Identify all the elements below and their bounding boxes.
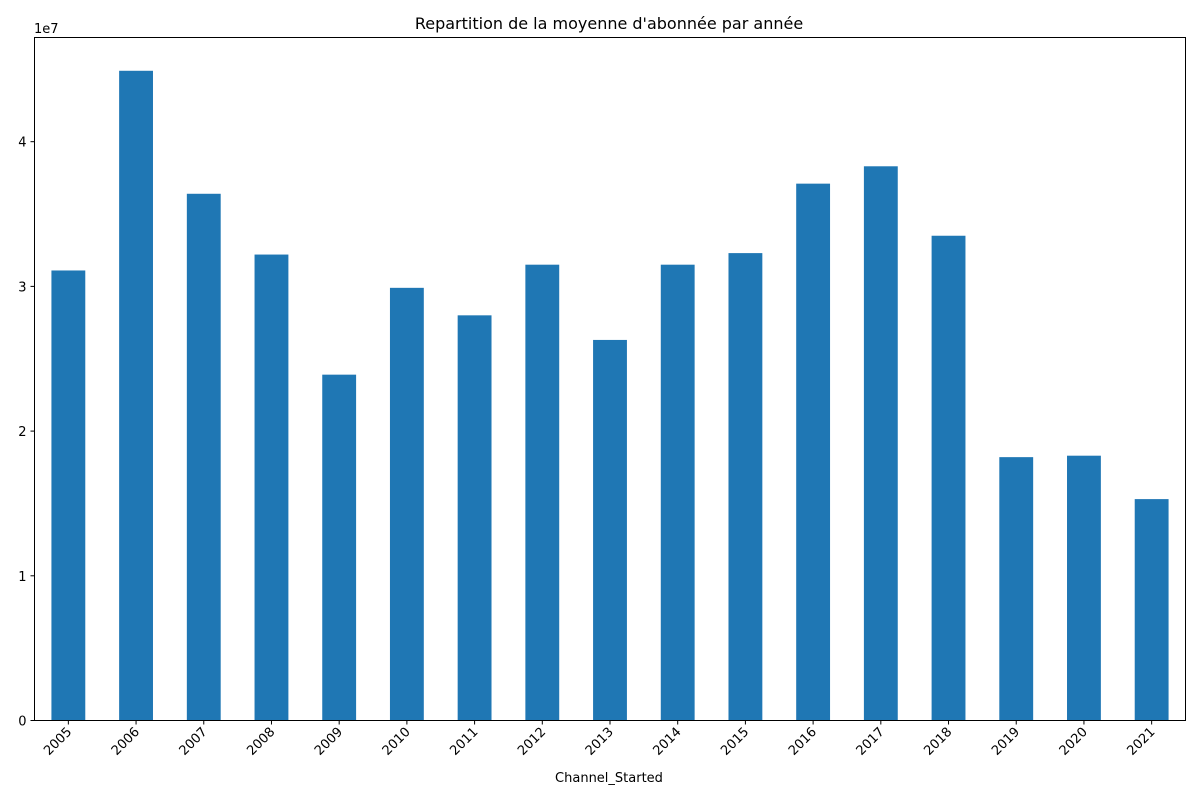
y-tick-label-1: 1 xyxy=(18,570,26,585)
y-axis-offset-label: 1e7 xyxy=(34,22,59,37)
bar-2011 xyxy=(457,315,492,721)
x-tick-label-2018: 2018 xyxy=(921,725,955,759)
x-axis-label: Channel_Started xyxy=(555,771,663,786)
x-tick-label-2017: 2017 xyxy=(854,725,888,759)
x-tick-label-2005: 2005 xyxy=(41,725,75,759)
x-tick-label-2014: 2014 xyxy=(651,725,685,759)
y-tick-label-0: 0 xyxy=(18,715,26,730)
x-tick-label-2016: 2016 xyxy=(786,725,820,759)
bar-2009 xyxy=(322,374,357,721)
x-tick-label-2009: 2009 xyxy=(312,725,346,759)
x-tick-label-2008: 2008 xyxy=(244,725,278,759)
bar-2015 xyxy=(728,253,763,721)
x-tick-label-2020: 2020 xyxy=(1057,725,1091,759)
y-tick-label-4: 4 xyxy=(18,136,26,151)
y-axis: 0 1 2 3 4 xyxy=(18,136,35,730)
x-tick-label-2006: 2006 xyxy=(109,725,143,759)
bar-2010 xyxy=(389,287,424,721)
bar-2019 xyxy=(999,457,1034,721)
x-tick-label-2010: 2010 xyxy=(380,725,414,759)
x-axis: 2005 2006 2007 2008 2009 2010 2011 2012 2013 2014… xyxy=(41,720,1158,759)
bar-2020 xyxy=(1067,455,1101,721)
plot-frame xyxy=(34,37,1186,721)
bar-2012 xyxy=(525,264,560,721)
bar-2005 xyxy=(51,270,86,721)
bar-2017 xyxy=(863,166,898,721)
bar-2006 xyxy=(119,70,153,721)
x-tick-label-2007: 2007 xyxy=(177,725,211,759)
x-tick-label-2019: 2019 xyxy=(989,725,1023,759)
bars-group xyxy=(51,70,1169,721)
bar-2013 xyxy=(593,339,627,721)
x-tick-label-2013: 2013 xyxy=(583,725,617,759)
bar-2018 xyxy=(931,235,966,721)
x-tick-label-2015: 2015 xyxy=(718,725,752,759)
x-tick-label-2012: 2012 xyxy=(515,725,549,759)
bar-2016 xyxy=(796,183,831,721)
x-tick-label-2021: 2021 xyxy=(1124,725,1158,759)
bar-2008 xyxy=(254,254,289,721)
bar-2007 xyxy=(186,193,221,721)
bar-2021 xyxy=(1134,499,1169,721)
x-tick-label-2011: 2011 xyxy=(447,725,481,759)
chart-title: Repartition de la moyenne d'abonnée par … xyxy=(415,14,803,33)
bar-2014 xyxy=(660,264,695,721)
y-tick-label-2: 2 xyxy=(18,425,26,440)
y-tick-label-3: 3 xyxy=(18,280,26,295)
